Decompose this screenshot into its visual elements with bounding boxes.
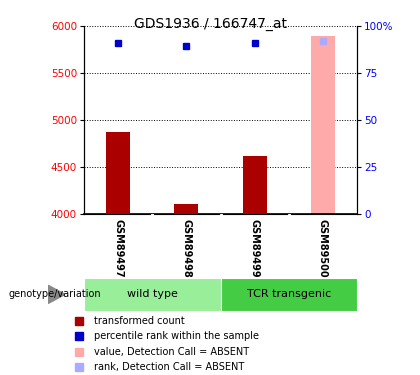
Text: rank, Detection Call = ABSENT: rank, Detection Call = ABSENT <box>94 362 245 372</box>
Bar <box>243 156 267 214</box>
Text: GSM89499: GSM89499 <box>249 219 260 278</box>
Text: transformed count: transformed count <box>94 316 185 326</box>
Polygon shape <box>48 285 65 303</box>
Bar <box>174 204 198 214</box>
Text: wild type: wild type <box>127 290 178 299</box>
Text: value, Detection Call = ABSENT: value, Detection Call = ABSENT <box>94 347 249 357</box>
Text: GSM89500: GSM89500 <box>318 219 328 278</box>
Text: GSM89498: GSM89498 <box>181 219 192 278</box>
Text: TCR transgenic: TCR transgenic <box>247 290 331 299</box>
Bar <box>311 36 335 214</box>
Text: GSM89497: GSM89497 <box>113 219 123 278</box>
Text: percentile rank within the sample: percentile rank within the sample <box>94 332 260 341</box>
Bar <box>220 278 357 311</box>
Text: GDS1936 / 166747_at: GDS1936 / 166747_at <box>134 17 286 31</box>
Text: genotype/variation: genotype/variation <box>8 290 101 299</box>
Bar <box>106 132 130 214</box>
Bar <box>84 278 220 311</box>
